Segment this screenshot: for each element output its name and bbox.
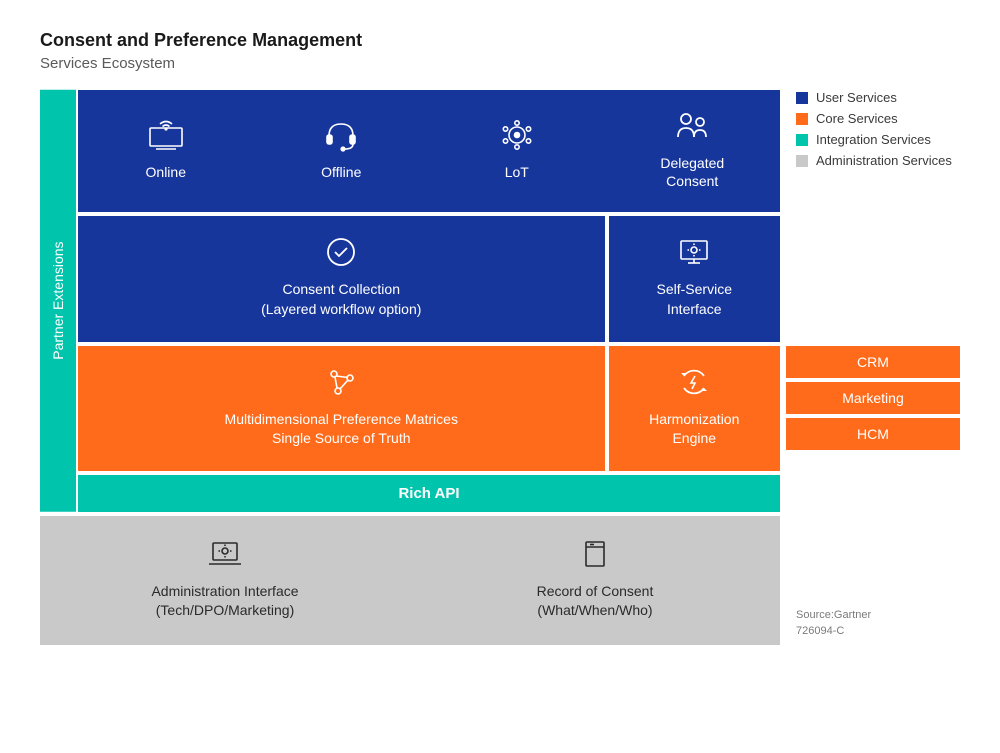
self-service-line1: Self-Service bbox=[657, 280, 732, 300]
cell-offline-label: Offline bbox=[321, 163, 361, 181]
cell-online: Online bbox=[78, 90, 254, 212]
admin-interface-line2: (Tech/DPO/Marketing) bbox=[156, 601, 294, 621]
record-consent-line1: Record of Consent bbox=[537, 582, 654, 602]
rich-api-bar: Rich API bbox=[76, 471, 780, 512]
cell-preference-matrices: Multidimensional Preference Matrices Sin… bbox=[78, 346, 605, 471]
graph-nodes-icon bbox=[324, 364, 358, 400]
legend-label-integration: Integration Services bbox=[816, 132, 931, 147]
cell-harmonization-engine: Harmonization Engine bbox=[605, 346, 781, 471]
people-pair-icon bbox=[673, 108, 711, 144]
self-service-line2: Interface bbox=[667, 300, 721, 320]
cell-online-label: Online bbox=[146, 163, 186, 181]
legend-label-admin: Administration Services bbox=[816, 153, 952, 168]
source-line2: 726094-C bbox=[796, 624, 960, 639]
legend-item-core: Core Services bbox=[796, 111, 960, 126]
headset-icon bbox=[323, 117, 359, 153]
legend-item-integration: Integration Services bbox=[796, 132, 960, 147]
pill-hcm: HCM bbox=[786, 418, 960, 450]
record-consent-line2: (What/When/Who) bbox=[537, 601, 652, 621]
settings-monitor-icon bbox=[676, 234, 712, 270]
swatch-admin bbox=[796, 155, 808, 167]
cell-delegated-label-1: Delegated bbox=[660, 154, 724, 172]
admin-interface-line1: Administration Interface bbox=[151, 582, 298, 602]
iot-gear-icon bbox=[499, 117, 535, 153]
rich-api-label: Rich API bbox=[398, 485, 459, 502]
page-subtitle: Services Ecosystem bbox=[40, 55, 960, 72]
cell-lot-label: LoT bbox=[505, 163, 529, 181]
sync-bolt-icon bbox=[677, 364, 711, 400]
pill-marketing: Marketing bbox=[786, 382, 960, 414]
core-services-row: Multidimensional Preference Matrices Sin… bbox=[76, 342, 780, 471]
pref-matrices-line2: Single Source of Truth bbox=[272, 429, 411, 449]
cell-delegated-consent: Delegated Consent bbox=[605, 90, 781, 212]
source-attribution: Source:Gartner 726094-C bbox=[780, 608, 960, 645]
cell-offline: Offline bbox=[254, 90, 430, 212]
legend-label-user: User Services bbox=[816, 90, 897, 105]
cell-consent-collection: Consent Collection (Layered workflow opt… bbox=[78, 216, 605, 341]
cell-self-service: Self-Service Interface bbox=[605, 216, 781, 341]
harmonization-line1: Harmonization bbox=[649, 410, 739, 430]
administration-row: Administration Interface (Tech/DPO/Marke… bbox=[40, 512, 780, 645]
consent-collection-line1: Consent Collection bbox=[282, 280, 400, 300]
partner-extensions-bar: Partner Extensions bbox=[40, 90, 76, 512]
cell-delegated-label-2: Consent bbox=[666, 172, 718, 190]
admin-laptop-icon bbox=[205, 536, 245, 572]
cell-admin-interface: Administration Interface (Tech/DPO/Marke… bbox=[40, 516, 410, 645]
legend: User Services Core Services Integration … bbox=[780, 90, 960, 212]
diagram-grid: Partner Extensions Online bbox=[40, 90, 960, 645]
page-title: Consent and Preference Management bbox=[40, 30, 960, 51]
partner-extensions-label: Partner Extensions bbox=[50, 242, 66, 360]
check-circle-icon bbox=[324, 234, 358, 270]
cell-lot: LoT bbox=[429, 90, 605, 212]
integration-targets-column: CRM Marketing HCM bbox=[780, 342, 960, 471]
legend-item-user: User Services bbox=[796, 90, 960, 105]
consent-collection-line2: (Layered workflow option) bbox=[261, 300, 421, 320]
legend-item-admin: Administration Services bbox=[796, 153, 960, 168]
cell-record-of-consent: Record of Consent (What/When/Who) bbox=[410, 516, 780, 645]
user-services-row-bottom: Consent Collection (Layered workflow opt… bbox=[76, 212, 780, 341]
harmonization-line2: Engine bbox=[672, 429, 716, 449]
monitor-wifi-icon bbox=[146, 117, 186, 153]
swatch-core bbox=[796, 113, 808, 125]
pref-matrices-line1: Multidimensional Preference Matrices bbox=[225, 410, 458, 430]
source-line1: Source:Gartner bbox=[796, 608, 960, 623]
document-icon bbox=[580, 536, 610, 572]
legend-label-core: Core Services bbox=[816, 111, 898, 126]
user-services-row-top: Online Offline bbox=[76, 90, 780, 212]
swatch-user bbox=[796, 92, 808, 104]
swatch-integration bbox=[796, 134, 808, 146]
pill-crm: CRM bbox=[786, 346, 960, 378]
